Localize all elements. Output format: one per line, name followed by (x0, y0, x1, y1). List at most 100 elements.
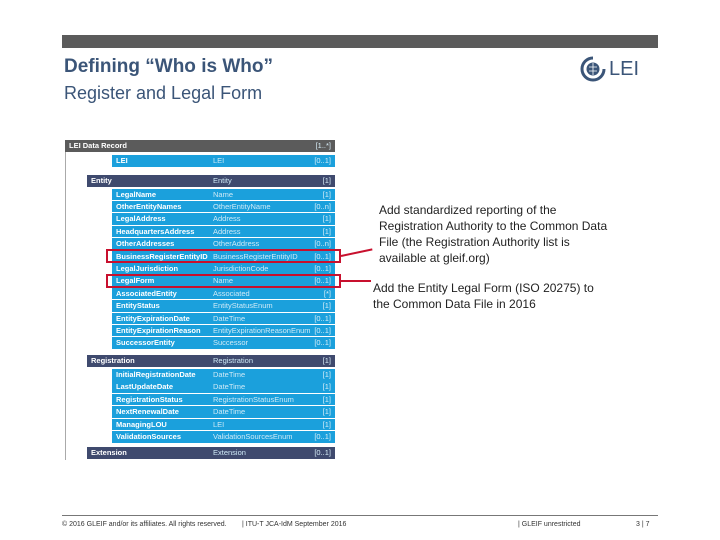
slide-title: Defining “Who is Who” (64, 56, 273, 77)
cell-name: LastUpdateDate (116, 382, 174, 392)
cell-type: RegistrationStatusEnum (213, 394, 294, 404)
table-row: SuccessorEntity Successor [0..1] (112, 337, 335, 349)
cell-type: Successor (213, 338, 249, 348)
cell-type: JurisdictionCode (213, 263, 269, 273)
cell-name: NextRenewalDate (116, 407, 179, 417)
cell-card: [1] (322, 356, 331, 365)
footer-classification: | GLEIF unrestricted (518, 521, 581, 528)
table-row: EntityExpirationReason EntityExpirationRe… (112, 324, 335, 337)
table-row: LegalName Name [1] (112, 188, 335, 200)
table-row: EntityStatus EntityStatusEnum [1] (112, 300, 335, 312)
table-row: BusinessRegisterEntityID BusinessRegister… (112, 250, 335, 262)
cell-name: LegalAddress (116, 214, 166, 224)
cell-name: BusinessRegisterEntityID (116, 251, 208, 261)
cell-name: HeadquartersAddress (116, 226, 195, 236)
cell-type: LEI (213, 156, 225, 165)
cell-name: LEI (116, 156, 128, 165)
cell-type: DateTime (213, 370, 246, 379)
table-row: LEI LEI [0..1] (112, 155, 335, 167)
table-row: LegalJurisdiction JurisdictionCode [0..1] (112, 262, 335, 275)
cell-name: LegalName (116, 189, 157, 199)
cell-card: [1] (322, 226, 331, 236)
cell-name: RegistrationStatus (116, 394, 183, 404)
cell-name: ValidationSources (116, 432, 182, 441)
cell-card: [0..1] (314, 448, 331, 457)
cell-name: Entity (91, 176, 112, 185)
table-row: LegalForm Name [0..1] (112, 275, 335, 287)
cell-card: [1] (322, 214, 331, 224)
table-row: LEI Data Record [1..*] (65, 140, 335, 152)
cell-card: [0..1] (314, 156, 331, 165)
cell-card: [0..1] (314, 432, 331, 441)
table-row: OtherEntityNames OtherEntityName [0..n] (112, 200, 335, 213)
cell-name: EntityExpirationReason (116, 325, 201, 335)
cell-name: ManagingLOU (116, 419, 167, 429)
cell-card: [1] (322, 382, 331, 392)
cell-type: EntityExpirationReasonEnum (213, 325, 311, 335)
cell-card: [1..*] (315, 141, 331, 150)
arrow-2 (341, 280, 371, 282)
highlight-business-register (106, 249, 341, 263)
cell-name: OtherEntityNames (116, 201, 182, 211)
cell-type: Extension (213, 448, 246, 457)
cell-type: Associated (213, 288, 250, 298)
cell-name: OtherAddresses (116, 239, 175, 249)
cell-type: Registration (213, 356, 254, 365)
cell-type: Address (213, 214, 241, 224)
cell-type: ValidationSourcesEnum (213, 432, 293, 441)
footer-divider (62, 515, 658, 516)
cell-name: LegalJurisdiction (116, 263, 179, 273)
cell-card: [0..1] (314, 313, 331, 323)
table-row: Registration Registration [1] (87, 355, 335, 367)
cell-name: LegalForm (116, 276, 155, 286)
note-registration-authority: Add standardized reporting of the Regist… (379, 203, 608, 265)
cell-card: [0..1] (314, 251, 331, 261)
cell-type: OtherEntityName (213, 201, 271, 211)
table-row: NextRenewalDate DateTime [1] (112, 406, 335, 418)
cell-card: [1] (322, 301, 331, 311)
top-bar (62, 35, 658, 48)
cell-card: [1] (322, 189, 331, 199)
table-row: OtherAddresses OtherAddress [0..n] (112, 238, 335, 250)
globe-icon (580, 56, 606, 82)
cell-type: Name (213, 189, 234, 199)
table-border (65, 152, 66, 460)
cell-card: [1] (322, 370, 331, 379)
cell-card: [0..1] (314, 276, 331, 286)
cell-name: EntityExpirationDate (116, 313, 190, 323)
cell-type: Address (213, 226, 241, 236)
cell-card: [0..1] (314, 338, 331, 348)
table-row: Extension Extension [0..1] (87, 447, 335, 459)
lei-logo: LEI (580, 56, 639, 82)
cell-card: [0..n] (314, 239, 331, 249)
cell-card: [1] (322, 419, 331, 429)
cell-card: [1] (322, 394, 331, 404)
table-row: InitialRegistrationDate DateTime [1] (112, 369, 335, 381)
cell-card: [0..1] (314, 263, 331, 273)
slide-subtitle: Register and Legal Form (64, 83, 263, 103)
table-row: EntityExpirationDate DateTime [0..1] (112, 312, 335, 324)
cell-type: Name (213, 276, 234, 286)
cell-type: DateTime (213, 313, 246, 323)
cell-type: DateTime (213, 407, 246, 417)
cell-name: LEI Data Record (69, 141, 127, 150)
cell-name: Extension (91, 448, 127, 457)
cell-type: Entity (213, 176, 232, 185)
table-row: LastUpdateDate DateTime [1] (112, 381, 335, 393)
cell-type: EntityStatusEnum (213, 301, 273, 311)
cell-card: [0..n] (314, 201, 331, 211)
footer-event: | ITU-T JCA-IdM September 2016 (242, 521, 347, 528)
cell-type: DateTime (213, 382, 246, 392)
table-row: HeadquartersAddress Address [1] (112, 225, 335, 238)
cell-name: Registration (91, 356, 135, 365)
highlight-legal-form (106, 274, 341, 288)
footer-copyright: © 2016 GLEIF and/or its affiliates. All … (62, 521, 227, 528)
cell-card: [0..1] (314, 325, 331, 335)
cell-name: SuccessorEntity (116, 338, 175, 348)
cell-name: AssociatedEntity (116, 288, 177, 298)
cell-type: OtherAddress (213, 239, 260, 249)
table-row: LegalAddress Address [1] (112, 213, 335, 225)
cell-name: EntityStatus (116, 301, 160, 311)
table-row: ValidationSources ValidationSourcesEnum [0… (112, 431, 335, 443)
cell-card: [1] (322, 176, 331, 185)
